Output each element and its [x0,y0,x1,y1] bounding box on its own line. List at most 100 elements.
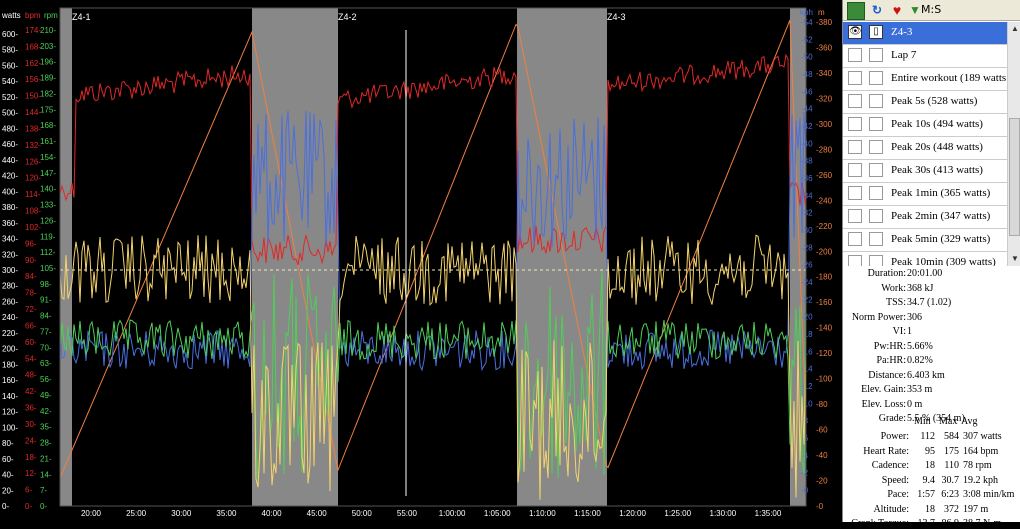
bpm-tick: 138- [25,124,41,133]
watts-tick: 520- [2,93,18,102]
watts-tick: 240- [2,313,18,322]
stat-value: 1 [907,326,912,337]
lock-icon[interactable]: ▯ [869,25,883,39]
stat-label: Pa:HR: [876,355,906,366]
lock-checkbox[interactable] [869,255,883,266]
minmax-avg: 3:08 min/km [963,489,1015,500]
stat-label: Work: [881,282,906,294]
watts-tick: 260- [2,297,18,306]
minmax-min: 1:57 [917,489,935,500]
visibility-checkbox[interactable] [848,48,862,62]
kph-tick: -38 [801,157,813,166]
rpm-tick: 56- [40,375,52,384]
scroll-up-icon[interactable]: ▲ [1011,24,1019,33]
visibility-checkbox[interactable] [848,71,862,85]
lap-list-item[interactable]: Peak 1min (365 watts) [843,183,1007,206]
lap-list-item[interactable]: Peak 10s (494 watts) [843,114,1007,137]
chart-icon[interactable] [847,2,865,20]
visibility-checkbox[interactable] [848,163,862,177]
lock-checkbox[interactable] [869,163,883,177]
time-tick: 1:10:00 [529,509,556,518]
time-tick: 50:00 [352,509,373,518]
lock-checkbox[interactable] [869,140,883,154]
kph-tick: -24 [801,278,813,287]
watts-tick: 580- [2,46,18,55]
m-tick: -320 [816,94,833,103]
heart-icon[interactable]: ♥ [892,2,902,18]
time-tick: 1:15:00 [574,509,601,518]
refresh-icon[interactable]: ↻ [871,3,883,17]
lap-list-item[interactable]: Peak 5min (329 watts) [843,229,1007,252]
stat-value: 0.82% [907,355,933,366]
kph-tick: -34 [801,191,813,200]
plot-area [60,8,806,506]
lap-list-item[interactable]: Peak 2min (347 watts) [843,206,1007,229]
lock-checkbox[interactable] [869,209,883,223]
kph-tick: -0 [801,486,809,495]
lock-checkbox[interactable] [869,94,883,108]
visibility-checkbox[interactable] [848,117,862,131]
lap-list-item[interactable]: Peak 30s (413 watts) [843,160,1007,183]
kph-tick: -50 [801,53,813,62]
lap-list-item[interactable]: Peak 10min (309 watts) [843,252,1007,266]
time-tick: 20:00 [81,509,102,518]
lap-list-item[interactable]: 👁 ▯ Z4-3 [843,22,1007,45]
rpm-tick: 182- [40,89,56,98]
bpm-tick: 72- [25,305,37,314]
visibility-checkbox[interactable] [848,186,862,200]
visibility-checkbox[interactable] [848,209,862,223]
eye-icon[interactable]: 👁 [848,25,862,39]
lap-list-item[interactable]: Lap 7 [843,45,1007,68]
lap-list-scrollbar[interactable]: ▲ ▼ [1007,22,1020,266]
lock-checkbox[interactable] [869,117,883,131]
stat-value: 5.5 % (354 m) [907,413,965,424]
kph-tick: -42 [801,122,813,131]
lap-label: Z4-2 [338,12,357,22]
visibility-checkbox[interactable] [848,255,862,266]
m-tick: -60 [816,426,828,435]
minmax-max: 30.7 [941,474,960,486]
m-tick: -100 [816,375,833,384]
watts-tick: 20- [2,486,14,495]
lap-list-label: Lap 7 [891,49,917,61]
lap-list-label: Peak 5min (329 watts) [891,233,991,245]
rpm-tick: 189- [40,74,56,83]
lock-checkbox[interactable] [869,232,883,246]
kph-tick: -2 [801,469,809,478]
lock-checkbox[interactable] [869,186,883,200]
bpm-tick: 120- [25,174,41,183]
visibility-checkbox[interactable] [848,94,862,108]
lap-list[interactable]: 👁 ▯ Z4-3 Lap 7 Entire workout (189 watts Peak… [843,22,1007,266]
lap-list-item[interactable]: Peak 20s (448 watts) [843,137,1007,160]
m-tick: -380 [816,18,833,27]
chart-canvas[interactable]: Z4-1 Z4-2 Z4-3 600- 580- 560- 540- 520- 500- 480-… [0,0,841,522]
lap-list-label: Peak 30s (413 watts) [891,164,983,176]
lap-list-item[interactable]: Peak 5s (528 watts) [843,91,1007,114]
kph-tick: -18 [801,330,813,339]
stat-value: 0 m [907,398,923,410]
bpm-tick: 66- [25,321,37,330]
watts-tick: 560- [2,61,18,70]
bpm-tick: 60- [25,338,37,347]
triangle-icon[interactable]: ▼ [909,3,921,17]
altitude-line [59,19,807,479]
bpm-tick: 30- [25,420,37,429]
watts-tick: 460- [2,140,18,149]
visibility-checkbox[interactable] [848,140,862,154]
rpm-tick: 147- [40,169,56,178]
kph-tick: -52 [801,35,813,44]
m-tick: -40 [816,451,828,460]
minmax-avg: 78 rpm [963,460,992,471]
lap-list-item[interactable]: Entire workout (189 watts [843,68,1007,91]
scroll-down-icon[interactable]: ▼ [1011,254,1019,263]
lock-checkbox[interactable] [869,48,883,62]
workout-chart[interactable]: Z4-1 Z4-2 Z4-3 600- 580- 560- 540- 520- 500- 480-… [0,0,841,522]
bpm-tick: 114- [25,190,41,199]
visibility-checkbox[interactable] [848,232,862,246]
time-tick: 1:25:00 [664,509,691,518]
kph-tick: -20 [801,313,813,322]
scroll-thumb[interactable] [1009,118,1020,236]
lock-checkbox[interactable] [869,71,883,85]
time-tick: 45:00 [307,509,328,518]
ms-toggle[interactable]: M:S [921,3,942,16]
